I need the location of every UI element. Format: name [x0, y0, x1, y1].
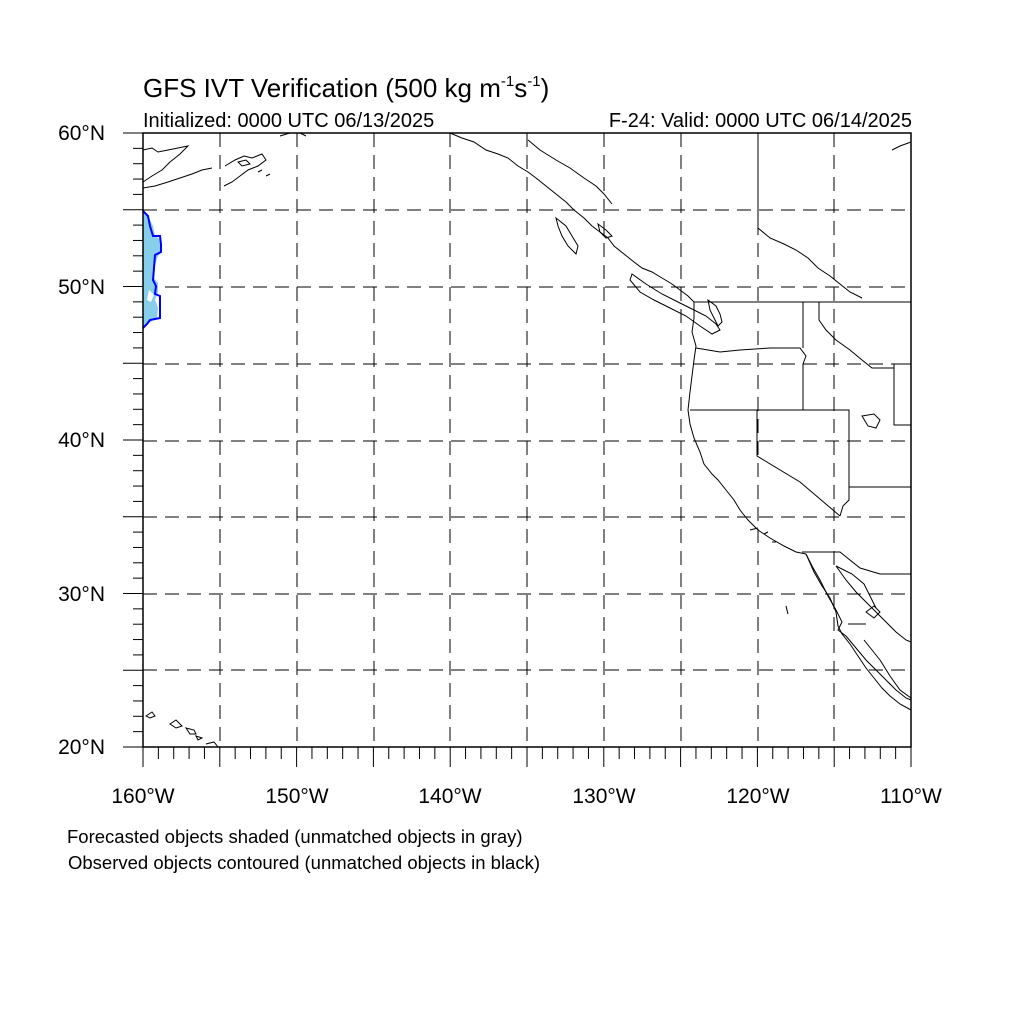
lat-label-40: 40°N [58, 429, 105, 452]
lon-label-140w: 140°W [418, 785, 482, 808]
lat-label-20: 20°N [58, 736, 105, 759]
map-title: GFS IVT Verification (500 kg m-1s-1) [143, 74, 549, 101]
axis-ticks [123, 132, 912, 767]
lon-label-110w: 110°W [880, 785, 942, 808]
title-close: ) [540, 73, 550, 103]
valid-time: F-24: Valid: 0000 UTC 06/14/2025 [608, 110, 912, 132]
lat-label-50: 50°N [58, 276, 105, 299]
lon-label-150w: 150°W [265, 785, 329, 808]
title-text: GFS IVT Verification (500 kg m [143, 73, 501, 103]
title-unit-s: s [514, 73, 528, 103]
initialized-time: Initialized: 0000 UTC 06/13/2025 [143, 110, 435, 132]
lat-label-60: 60°N [58, 122, 105, 145]
coastlines [142, 132, 912, 748]
lon-label-120w: 120°W [726, 785, 790, 808]
lat-label-30: 30°N [58, 583, 105, 606]
grid-lines [143, 133, 911, 747]
title-exponent-2: -1 [527, 73, 541, 90]
lon-label-160w: 160°W [111, 785, 175, 808]
legend-forecast-note: Forecasted objects shaded (unmatched obj… [67, 826, 523, 847]
observed-contour [142, 210, 162, 329]
forecast-gap [147, 290, 154, 302]
lon-label-130w: 130°W [572, 785, 636, 808]
title-exponent-1: -1 [500, 73, 515, 90]
political-boundaries [690, 133, 911, 575]
legend-observed-note: Observed objects contoured (unmatched ob… [68, 852, 541, 873]
